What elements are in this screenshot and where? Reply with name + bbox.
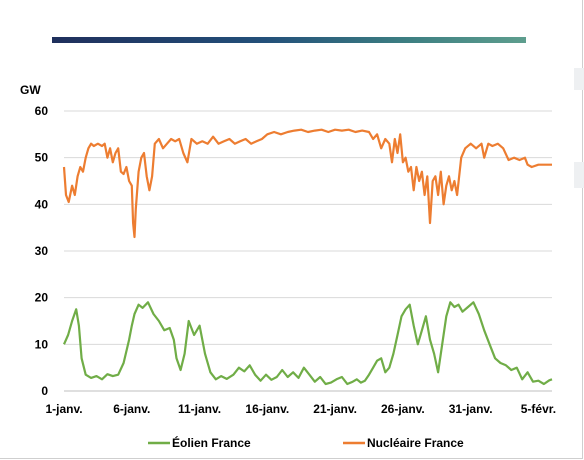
y-tick-labels: 0 10 20 30 40 50 60 (35, 104, 49, 398)
x-tick-label: 31-janv. (449, 402, 493, 416)
y-tick-label: 10 (35, 337, 49, 351)
x-tick-label: 21-janv. (313, 402, 357, 416)
series-line-nucleaire (62, 128, 552, 239)
legend-label: Nucléaire France (367, 436, 464, 450)
x-tick-label: 5-févr. (521, 402, 556, 416)
title-accent-bar (52, 37, 526, 43)
y-tick-label: 50 (35, 151, 49, 165)
series-line-eolien (62, 301, 553, 386)
side-tab-top (574, 68, 584, 90)
x-tick-label: 6-janv. (113, 402, 150, 416)
x-tick-label: 11-janv. (178, 402, 221, 416)
y-axis-unit-label: GW (20, 83, 41, 97)
y-tick-label: 60 (35, 104, 49, 118)
x-tick-labels: 1-janv. 6-janv. 11-janv. 16-janv. 21-janv. 26… (45, 402, 556, 416)
legend: Éolien France Nucléaire France (148, 435, 464, 450)
y-tick-label: 20 (35, 291, 49, 305)
y-tick-label: 30 (35, 244, 49, 258)
x-tick-label: 16-janv. (245, 402, 289, 416)
y-tick-label: 40 (35, 197, 49, 211)
side-tab-middle (574, 162, 584, 188)
x-tick-label: 1-janv. (45, 402, 82, 416)
y-tick-label: 0 (41, 384, 48, 398)
legend-label: Éolien France (172, 435, 251, 450)
gridlines (64, 110, 552, 392)
x-tick-label: 26-janv. (381, 402, 425, 416)
series-lines (62, 128, 553, 386)
